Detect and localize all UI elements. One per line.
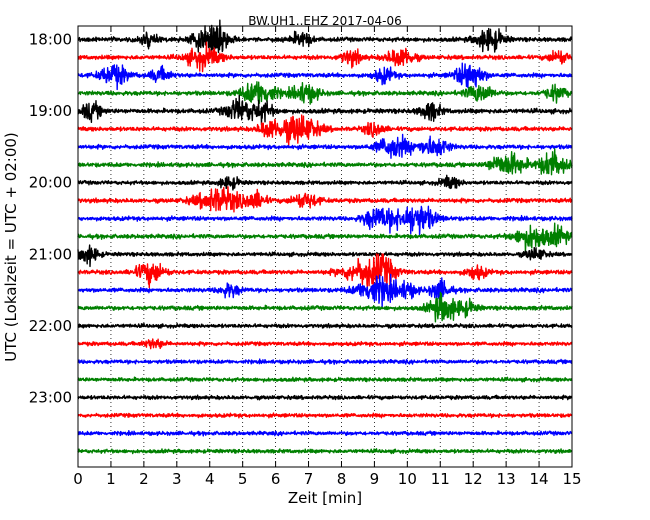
x-tick-label: 7	[304, 470, 314, 488]
y-axis-label: UTC (Lokalzeit = UTC + 02:00)	[2, 132, 20, 362]
x-tick-label: 13	[497, 470, 516, 488]
trace-1845	[77, 81, 573, 105]
x-tick-label: 2	[139, 470, 149, 488]
x-tick-label: 3	[172, 470, 182, 488]
x-axis-label: Zeit [min]	[288, 489, 362, 507]
trace-2345	[77, 448, 573, 455]
x-tick-label: 14	[530, 470, 549, 488]
trace-2145	[77, 291, 573, 323]
x-tick-label: 8	[337, 470, 347, 488]
trace-2030	[77, 205, 573, 236]
trace-1930	[77, 133, 573, 159]
x-tick-label: 1	[106, 470, 116, 488]
trace-2300	[77, 394, 573, 401]
trace-2200	[77, 322, 573, 329]
plot-frame	[77, 25, 573, 468]
x-tick-label: 15	[562, 470, 581, 488]
y-tick-label: 22:00	[29, 317, 72, 335]
x-tick-label: 11	[431, 470, 450, 488]
x-tick-label: 12	[464, 470, 483, 488]
trace-2045	[77, 222, 573, 253]
trace-1815	[77, 41, 573, 73]
y-tick-label: 18:00	[29, 31, 72, 49]
trace-2015	[77, 186, 573, 213]
y-axis-ticks: 18:00 19:00 20:00 21:00 22:00 23:00	[29, 31, 572, 407]
trace-2315	[77, 412, 573, 419]
trace-1945	[77, 148, 573, 176]
trace-2115	[77, 253, 573, 289]
chart-title: BW.UH1..EHZ 2017-04-06	[248, 14, 402, 28]
y-tick-label: 21:00	[29, 245, 72, 263]
trace-2330	[77, 429, 573, 437]
x-tick-label: 6	[271, 470, 281, 488]
trace-1830	[77, 62, 573, 91]
trace-2000	[77, 174, 573, 191]
y-tick-label: 20:00	[29, 174, 72, 192]
y-tick-label: 19:00	[29, 102, 72, 120]
trace-2215	[77, 338, 573, 350]
trace-2130	[77, 273, 573, 308]
x-tick-label: 4	[205, 470, 215, 488]
trace-2230	[77, 358, 573, 365]
trace-1800	[77, 19, 573, 54]
trace-1900	[77, 94, 573, 126]
x-axis-ticks: 0 1 2 3 4 5 6 7 8 9 10 11 12 13 14 15	[73, 26, 582, 488]
x-tick-label: 10	[398, 470, 417, 488]
x-tick-label: 5	[238, 470, 248, 488]
trace-2100	[77, 244, 573, 268]
trace-2245	[77, 376, 573, 383]
trace-rows	[77, 19, 573, 455]
trace-1915	[77, 114, 573, 147]
y-tick-label: 23:00	[29, 389, 72, 407]
x-tick-label: 9	[370, 470, 380, 488]
x-tick-label: 0	[73, 470, 83, 488]
